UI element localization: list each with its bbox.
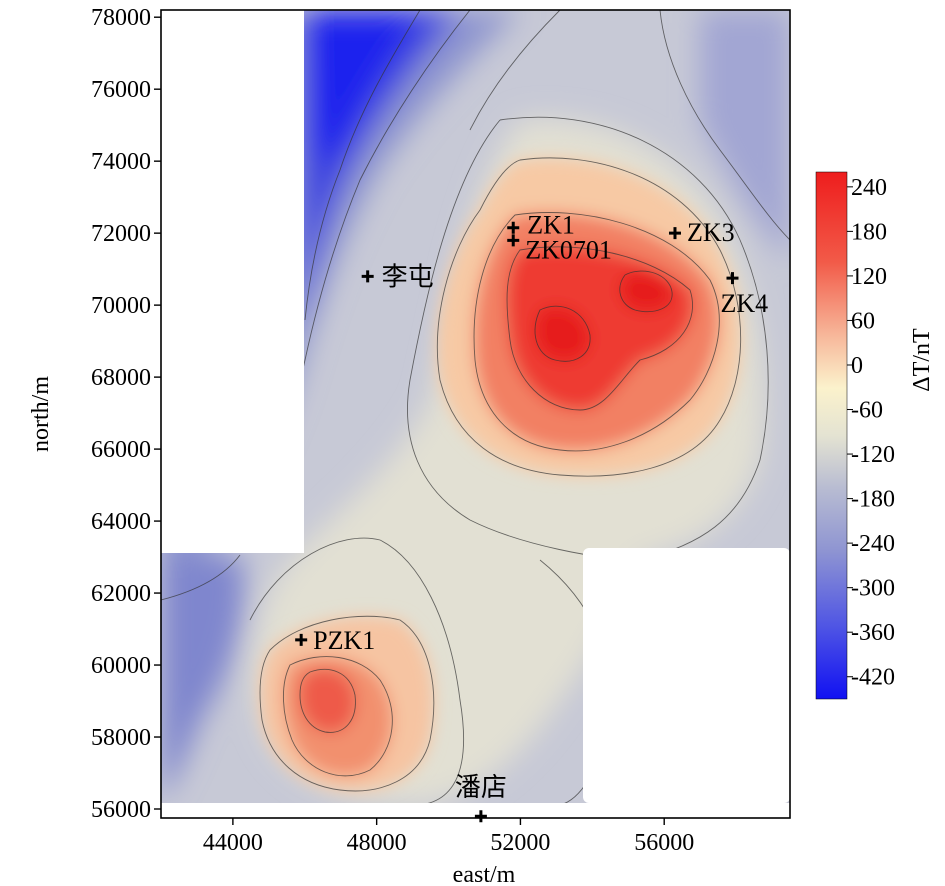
- station-label: ZK4: [720, 289, 768, 318]
- station-label: 李屯: [382, 262, 434, 291]
- low-anomaly-sw: [161, 555, 244, 800]
- station-zk0701: ZK0701: [507, 234, 612, 264]
- x-axis-label: east/m: [453, 862, 516, 886]
- low-anomaly-east: [700, 10, 790, 260]
- y-tick-label: 62000: [91, 581, 151, 607]
- contour-line: [437, 157, 742, 477]
- cross-marker-icon: [361, 270, 374, 283]
- contour-line: [161, 554, 241, 601]
- station-zk1: ZK1: [507, 211, 575, 240]
- y-tick-label: 64000: [91, 509, 151, 535]
- colorbar: 240180120600-60-120-180-240-300-360-420 …: [815, 171, 935, 700]
- y-tick-label: 56000: [91, 797, 151, 823]
- contour-map: [161, 10, 790, 818]
- contour-line: [249, 537, 465, 806]
- station-label: ZK3: [687, 218, 735, 247]
- colorbar-tick-label: 0: [851, 353, 863, 379]
- cross-marker-icon: [507, 234, 520, 247]
- x-tick-label: 44000: [203, 830, 263, 856]
- contour-line: [473, 212, 720, 452]
- contour-line: [259, 615, 435, 792]
- station-litun: 李屯: [361, 262, 434, 291]
- colorbar-tick-label: 60: [851, 308, 875, 334]
- y-tick-label: 72000: [91, 221, 151, 247]
- no-data-mask-southeast: [583, 548, 790, 803]
- plot-frame: [160, 9, 791, 819]
- high-anomaly-peak-east: [619, 271, 673, 312]
- y-tick-label: 76000: [91, 77, 151, 103]
- contour-line: [659, 10, 790, 241]
- contour-line: [619, 270, 673, 312]
- no-data-mask-bottom: [161, 803, 790, 818]
- colorbar-tick-label: -300: [851, 576, 895, 602]
- station-zk4: ZK4: [720, 272, 768, 318]
- x-tick-label: 48000: [347, 830, 407, 856]
- station-label: ZK0701: [525, 235, 612, 264]
- y-axis-label: north/m: [28, 376, 54, 452]
- colorbar-tick-label: -360: [851, 620, 895, 646]
- high-anomaly-peak-west: [535, 306, 591, 362]
- y-tick-label: 60000: [91, 653, 151, 679]
- cross-marker-icon: [474, 810, 487, 823]
- colorbar-tick-label: 120: [851, 264, 887, 290]
- cross-marker-icon: [295, 633, 308, 646]
- colorbar-ticks: 240 180 120 60 0 -60 -120 -180 -240 -300 -360 -420: [847, 175, 895, 691]
- contour-line: [304, 10, 421, 321]
- colorbar-tick-label: -240: [851, 531, 895, 557]
- colorbar-title: ΔT/nT: [909, 328, 935, 392]
- cross-marker-icon: [507, 221, 520, 234]
- contour-line: [282, 656, 393, 777]
- colorbar-tick-label: -420: [851, 665, 895, 691]
- colorbar-tick-label: 240: [851, 175, 887, 201]
- station-label: ZK1: [527, 211, 575, 240]
- cross-marker-icon: [726, 272, 739, 285]
- low-anomaly-zone-core: [310, 10, 420, 160]
- colorbar-tick-label: -60: [851, 398, 883, 424]
- cross-marker-icon: [668, 227, 681, 240]
- x-tick-label: 52000: [490, 830, 550, 856]
- contour-line: [506, 246, 693, 411]
- contour-line: [469, 10, 561, 131]
- high-anomaly-south-core: [300, 669, 356, 733]
- colorbar-tick-label: -180: [851, 487, 895, 513]
- colorbar-tick-label: 180: [851, 219, 887, 245]
- contour-line: [299, 668, 356, 733]
- y-tick-label: 74000: [91, 149, 151, 175]
- station-zk3: ZK3: [668, 218, 735, 247]
- x-tick-label: 56000: [634, 830, 694, 856]
- y-tick-label: 66000: [91, 437, 151, 463]
- no-data-mask-northwest: [161, 10, 304, 553]
- y-tick-label: 70000: [91, 293, 151, 319]
- contour-line: [534, 305, 591, 362]
- y-tick-label: 58000: [91, 725, 151, 751]
- contour-lines: [161, 10, 790, 806]
- colorbar-gradient: [815, 171, 848, 700]
- y-tick-label: 68000: [91, 365, 151, 391]
- y-axis: 56000 58000 60000 62000 64000 66000 68000 70000…: [91, 5, 161, 823]
- station-pzk1: PZK1: [295, 626, 375, 655]
- y-tick-label: 78000: [91, 5, 151, 31]
- x-axis: 44000 48000 52000 56000: [203, 818, 694, 856]
- station-label: 潘店: [455, 773, 507, 802]
- station-label: PZK1: [313, 626, 375, 655]
- colorbar-tick-label: -120: [851, 442, 895, 468]
- station-pandian: 潘店: [455, 773, 507, 823]
